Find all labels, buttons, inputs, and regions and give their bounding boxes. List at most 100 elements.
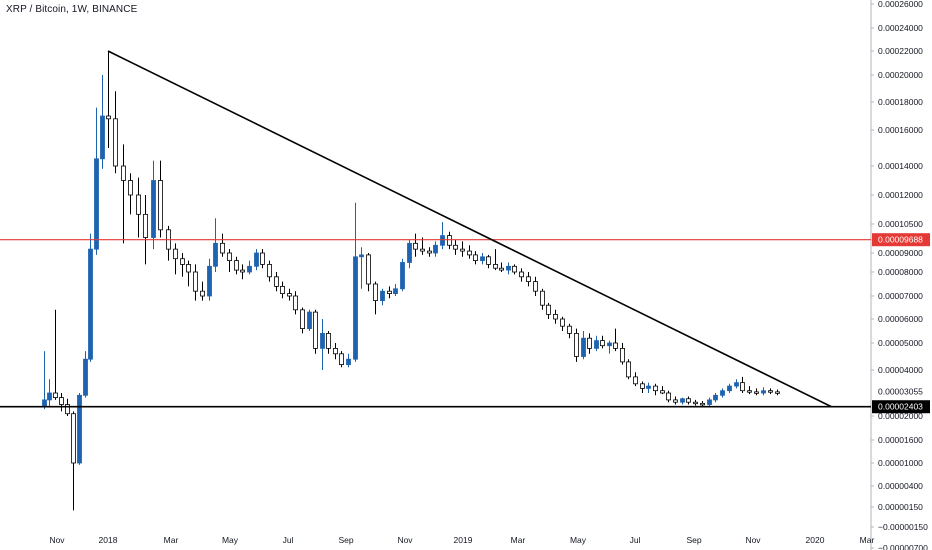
candle — [653, 383, 658, 396]
candle-body — [626, 361, 631, 378]
x-tick-label: Jul — [283, 535, 294, 545]
candle-body — [761, 390, 766, 394]
candle-body — [47, 392, 52, 401]
candle-body — [768, 390, 773, 393]
candle — [413, 233, 418, 257]
x-tick-label: Nov — [49, 535, 65, 545]
candle-body — [128, 180, 133, 196]
candle-body — [720, 390, 725, 396]
candle — [673, 396, 678, 405]
candle-body — [640, 383, 645, 389]
candle-body — [460, 248, 465, 252]
candle — [546, 302, 551, 319]
y-tick-label: 0.00002000 — [878, 411, 923, 421]
candle — [234, 256, 239, 275]
candle-body — [113, 118, 118, 167]
candle-body — [346, 358, 351, 366]
time-axis[interactable]: Nov 2018 Mar May Jul Sep Nov 2019 Mar May Jul Sep No… — [49, 535, 874, 545]
candle — [393, 284, 398, 296]
y-tick-label: 0.00012000 — [878, 190, 923, 200]
candle-body — [333, 347, 338, 355]
x-tick-label: 2018 — [99, 535, 118, 545]
x-tick-label: May — [570, 535, 587, 545]
candle — [433, 241, 438, 257]
candle-body — [607, 342, 612, 347]
candle-body — [707, 399, 712, 405]
y-tick-label: 0.00018000 — [878, 97, 923, 107]
candle-body — [247, 265, 252, 273]
candle-body — [734, 382, 739, 387]
candle-body — [433, 244, 438, 254]
candle-body — [83, 358, 88, 396]
candle-body — [480, 256, 485, 261]
candle-body — [254, 252, 259, 267]
candle-body — [540, 290, 545, 306]
candle — [553, 309, 558, 324]
price-marker: 0.00002403 — [872, 400, 930, 414]
candle-body — [519, 271, 524, 278]
candle — [626, 359, 631, 380]
x-tick-label: 2020 — [806, 535, 825, 545]
y-tick-label: 0.00020000 — [878, 70, 923, 80]
candle-body — [633, 376, 638, 385]
price-marker-bg — [872, 233, 930, 247]
candle-body — [546, 304, 551, 315]
candle — [680, 397, 685, 405]
y-tick-label: 0.00026000 — [878, 0, 923, 9]
y-tick-label: 0.00001600 — [878, 435, 923, 445]
candle — [574, 328, 579, 362]
x-tick-label: 2019 — [454, 535, 473, 545]
candle — [180, 253, 185, 277]
y-tick-label: 0.00009000 — [878, 248, 923, 258]
candle — [77, 393, 82, 465]
candle — [734, 379, 739, 389]
candle-body — [121, 165, 126, 181]
price-axis[interactable]: 0.00026000 0.00024000 0.00022000 0.00020000… — [871, 0, 928, 550]
price-marker-label: 0.00002403 — [878, 402, 923, 412]
candle-body — [754, 391, 759, 394]
candle-body — [413, 242, 418, 250]
candle-body — [193, 271, 198, 292]
candle — [300, 307, 305, 334]
candle-body — [693, 401, 698, 405]
candle — [740, 376, 745, 393]
candle-body — [143, 213, 148, 238]
price-marker-bg — [872, 385, 930, 399]
candle — [407, 239, 412, 269]
candle — [526, 272, 531, 287]
candle-body — [71, 413, 76, 464]
y-tick-label: 0.00008000 — [878, 267, 923, 277]
candle — [53, 309, 58, 400]
x-tick-label: May — [222, 535, 239, 545]
candle-body — [533, 281, 538, 292]
candle-body — [740, 382, 745, 392]
candle-body — [260, 252, 265, 265]
y-tick-label: 0.00000150 — [878, 502, 923, 512]
candle — [359, 247, 364, 289]
candle — [727, 383, 732, 393]
price-marker: 0.00009688 — [872, 233, 930, 247]
candle — [775, 389, 780, 396]
descending-trendline[interactable] — [107, 50, 832, 408]
candle — [151, 160, 156, 250]
candle-body — [486, 256, 491, 265]
candle — [100, 75, 105, 169]
candle — [326, 331, 331, 354]
candle — [207, 258, 212, 301]
candle — [447, 231, 452, 250]
candle-body — [274, 276, 279, 287]
candle — [600, 335, 605, 349]
candle — [339, 351, 344, 368]
y-tick-label: 0.00001000 — [878, 458, 923, 468]
candle-body — [680, 398, 685, 403]
candle — [200, 281, 205, 301]
candle — [581, 331, 586, 360]
candle — [747, 386, 752, 395]
y-tick-label: 0.00016000 — [878, 125, 923, 135]
candle-body — [600, 340, 605, 347]
candle — [594, 335, 599, 352]
candle-body — [59, 397, 64, 405]
